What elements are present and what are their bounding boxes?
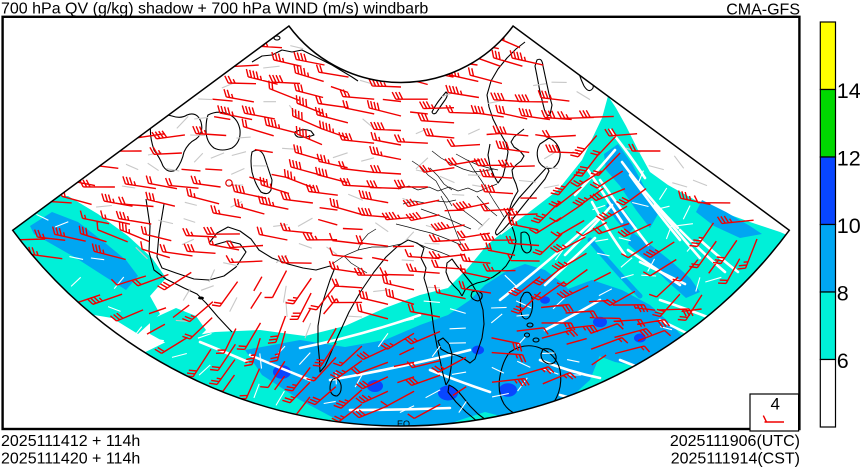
svg-text:2025111906(UTC): 2025111906(UTC) [670, 433, 800, 450]
svg-text:2025111420 + 114h: 2025111420 + 114h [1, 451, 140, 468]
svg-text:8: 8 [837, 281, 849, 305]
svg-text:6: 6 [837, 349, 849, 373]
svg-text:700 hPa QV (g/kg) shadow + 700: 700 hPa QV (g/kg) shadow + 700 hPa WIND … [1, 0, 428, 17]
svg-text:EQ: EQ [397, 419, 410, 429]
svg-text:CMA-GFS: CMA-GFS [726, 2, 800, 19]
svg-text:2025111914(CST): 2025111914(CST) [671, 451, 800, 468]
svg-text:10: 10 [837, 214, 860, 238]
svg-text:14: 14 [837, 79, 860, 103]
svg-text:2025111412 + 114h: 2025111412 + 114h [1, 433, 140, 450]
svg-text:12: 12 [837, 146, 860, 170]
svg-text:4: 4 [771, 394, 780, 413]
